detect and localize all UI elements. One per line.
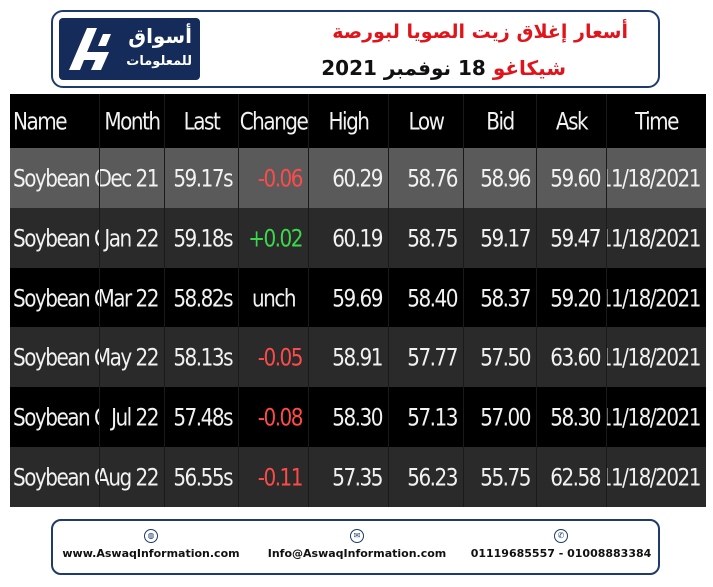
cell-bid: 55.75 [464, 441, 537, 507]
cell-bid: 57.50 [464, 321, 537, 394]
table-row: Soybean OilJul 2257.48s-0.0858.3057.1357… [10, 381, 706, 453]
footer-email[interactable]: ✉ Info@AswaqInformation.com [259, 529, 455, 560]
cell-low: 57.13 [389, 381, 464, 453]
cell-change: -0.11 [239, 441, 309, 507]
cell-bid: 59.17 [464, 201, 537, 274]
table-header-row: Name Month Last Change High Low Bid Ask … [10, 94, 706, 154]
table-row: Soybean OilMar 2258.82sunch59.6958.4058.… [10, 261, 706, 334]
cell-time: 11/18/2021 [607, 283, 702, 312]
cell-last: 59.17s [165, 142, 239, 214]
cell-high: 58.91 [309, 321, 389, 394]
cell-month: Mar 22 [100, 261, 165, 334]
cell-high: 57.35 [309, 441, 389, 507]
cell-high: 60.29 [309, 142, 389, 214]
cell-name: Soybean Oil [10, 441, 100, 507]
column-header-low: Low [389, 94, 464, 154]
phone-numbers: 01119685557 - 01008883384 [470, 547, 652, 560]
table-row: Soybean OilMay 2258.13s-0.0558.9157.7757… [10, 321, 706, 394]
cell-change: -0.06 [239, 142, 309, 214]
cell-time: 11/18/2021 [607, 342, 702, 372]
phone-icon: ✆ [554, 529, 568, 543]
cell-ask: 59.60 [537, 142, 607, 214]
cell-last: 58.82s [165, 261, 239, 334]
envelope-icon: ✉ [350, 529, 364, 543]
cell-name: Soybean Oil [10, 201, 100, 274]
cell-low: 56.23 [389, 441, 464, 507]
cell-month: Jan 22 [100, 201, 165, 274]
table-row: Soybean OilAug 2256.55s-0.1157.3556.2355… [10, 441, 706, 507]
cell-low: 57.77 [389, 321, 464, 394]
prices-table: Name Month Last Change High Low Bid Ask … [10, 94, 706, 507]
header-banner: أسواق للمعلومات أسعار إغلاق زيت الصويا ل… [51, 10, 660, 88]
logo-subtitle: للمعلومات [126, 54, 192, 69]
exchange-name: شيكاغو [492, 56, 566, 80]
cell-name: Soybean Oil [10, 261, 100, 334]
cell-time: 11/18/2021 [607, 163, 702, 193]
cell-time: 11/18/2021 [607, 402, 702, 432]
column-header-name: Name [10, 94, 100, 154]
column-header-month: Month [100, 94, 165, 154]
logo-title: أسواق [128, 24, 192, 48]
cell-bid: 58.37 [464, 261, 537, 334]
website-link[interactable]: www.AswaqInformation.com [62, 547, 240, 560]
page-title: أسعار إغلاق زيت الصويا لبورصة [332, 21, 628, 43]
cell-ask: 59.20 [537, 261, 607, 334]
column-header-time: Time [635, 106, 679, 136]
cell-bid: 58.96 [464, 142, 537, 214]
cell-time: 11/18/2021 [607, 223, 702, 253]
cell-low: 58.75 [389, 201, 464, 274]
page-subtitle: شيكاغو 18 نوفمبر 2021 [321, 56, 566, 80]
globe-icon: ◍ [144, 529, 158, 543]
cell-ask: 63.60 [537, 321, 607, 394]
cell-ask: 58.30 [537, 381, 607, 453]
cell-ask: 62.58 [537, 441, 607, 507]
column-header-ask: Ask [537, 94, 607, 154]
cell-ask: 59.47 [537, 201, 607, 274]
cell-bid: 57.00 [464, 381, 537, 453]
column-header-high: High [309, 94, 389, 154]
cell-month: Jul 22 [100, 381, 165, 453]
cell-change: unch [239, 261, 309, 334]
cell-change: -0.05 [239, 321, 309, 394]
cell-last: 57.48s [165, 381, 239, 453]
aswaq-logo-icon [69, 28, 111, 70]
cell-name: Soybean Oil [10, 142, 100, 214]
email-link[interactable]: Info@AswaqInformation.com [267, 547, 447, 560]
column-header-change: Change [239, 94, 309, 154]
cell-change: -0.08 [239, 381, 309, 453]
cell-low: 58.40 [389, 261, 464, 334]
cell-change: +0.02 [239, 201, 309, 274]
footer-website[interactable]: ◍ www.AswaqInformation.com [61, 529, 241, 560]
column-header-bid: Bid [464, 94, 537, 154]
cell-name: Soybean Oil [10, 381, 100, 453]
table-row: Soybean OilJan 2259.18s+0.0260.1958.7559… [10, 201, 706, 274]
column-header-last: Last [165, 94, 239, 154]
cell-month: Aug 22 [100, 441, 165, 507]
cell-time: 11/18/2021 [607, 462, 702, 492]
cell-high: 58.30 [309, 381, 389, 453]
table-row: Soybean OilDec 2159.17s-0.0660.2958.7658… [10, 142, 706, 214]
logo: أسواق للمعلومات [59, 18, 200, 80]
contact-footer: ◍ www.AswaqInformation.com ✉ Info@AswaqI… [51, 519, 660, 575]
cell-high: 60.19 [309, 201, 389, 274]
cell-name: Soybean Oil [10, 321, 100, 394]
footer-phone[interactable]: ✆ 01119685557 - 01008883384 [468, 529, 654, 560]
cell-low: 58.76 [389, 142, 464, 214]
cell-high: 59.69 [309, 261, 389, 334]
cell-month: Dec 21 [100, 142, 165, 214]
cell-last: 56.55s [165, 441, 239, 507]
cell-last: 58.13s [165, 321, 239, 394]
cell-last: 59.18s [165, 201, 239, 274]
report-date: 18 نوفمبر 2021 [321, 56, 486, 80]
cell-month: May 22 [100, 321, 165, 394]
